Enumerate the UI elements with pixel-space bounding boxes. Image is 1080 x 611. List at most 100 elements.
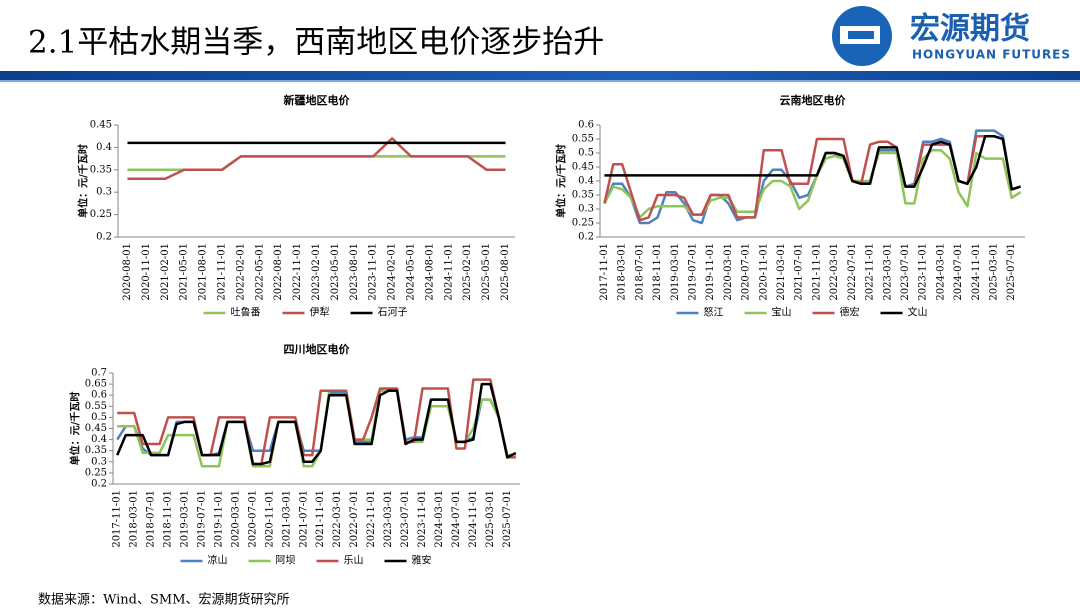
series-line xyxy=(127,137,506,181)
x-tick-label: 2022-02-01 xyxy=(235,243,246,301)
y-tick-label: 0.45 xyxy=(90,120,112,131)
legend-label: 伊犁 xyxy=(310,306,330,319)
x-tick-label: 2024-11-01 xyxy=(468,490,479,548)
x-tick-label: 2020-11-01 xyxy=(758,243,769,301)
x-tick-label: 2025-03-01 xyxy=(485,490,496,548)
x-tick-label: 2021-11-01 xyxy=(216,243,227,301)
x-tick-label: 2024-11-01 xyxy=(971,243,982,301)
y-tick-label: 0.3 xyxy=(578,204,594,215)
y-tick-label: 0.2 xyxy=(96,232,112,243)
legend-label: 乐山 xyxy=(344,555,364,567)
x-tick-label: 2019-03-01 xyxy=(180,490,191,548)
legend-label: 石河子 xyxy=(378,307,408,319)
x-tick-label: 2021-05-01 xyxy=(179,243,190,301)
y-tick-label: 0.45 xyxy=(572,162,594,173)
legend-label: 吐鲁番 xyxy=(231,306,261,319)
x-tick-label: 2024-02-01 xyxy=(387,243,398,301)
legend-label: 文山 xyxy=(908,306,928,319)
x-tick-label: 2022-05-01 xyxy=(254,243,265,301)
y-tick-label: 0.5 xyxy=(578,148,594,159)
legend-label: 凉山 xyxy=(208,554,228,567)
x-tick-label: 2021-11-01 xyxy=(315,490,326,548)
y-tick-label: 0.4 xyxy=(96,142,112,153)
x-tick-label: 2019-07-01 xyxy=(197,490,208,548)
x-tick-label: 2018-07-01 xyxy=(634,243,645,301)
x-tick-label: 2021-11-01 xyxy=(811,243,822,301)
chart-title: 新疆地区电价 xyxy=(284,93,351,107)
y-tick-label: 0.7 xyxy=(91,368,107,379)
x-tick-label: 2019-11-01 xyxy=(705,243,716,301)
series-line xyxy=(603,148,1022,219)
series-line xyxy=(117,378,516,466)
x-tick-label: 2024-03-01 xyxy=(434,490,445,548)
x-tick-label: 2024-03-01 xyxy=(935,243,946,301)
legend-label: 宝山 xyxy=(772,306,792,319)
x-tick-label: 2024-08-01 xyxy=(424,243,435,301)
x-tick-label: 2020-08-01 xyxy=(122,243,133,301)
x-tick-label: 2025-07-01 xyxy=(502,490,513,548)
y-tick-label: 0.55 xyxy=(572,134,594,145)
x-tick-label: 2021-03-01 xyxy=(776,243,787,301)
x-tick-label: 2021-07-01 xyxy=(298,490,309,548)
x-tick-label: 2024-05-01 xyxy=(406,243,417,301)
series-line xyxy=(127,155,506,172)
x-tick-label: 2023-03-01 xyxy=(383,490,394,548)
x-tick-label: 2022-11-01 xyxy=(366,490,377,548)
y-tick-label: 0.25 xyxy=(90,209,112,220)
x-tick-label: 2020-03-01 xyxy=(230,490,241,548)
header-band-line xyxy=(0,80,1080,82)
x-tick-label: 2025-07-01 xyxy=(1006,243,1017,301)
y-axis-label: 单位：元/千瓦时 xyxy=(77,144,90,218)
y-tick-label: 0.35 xyxy=(90,164,112,175)
y-tick-label: 0.6 xyxy=(91,390,107,401)
logo-icon-mark xyxy=(848,31,874,39)
x-tick-label: 2020-11-01 xyxy=(264,490,275,548)
x-tick-label: 2022-07-01 xyxy=(349,490,360,548)
chart-title: 四川地区电价 xyxy=(284,342,351,356)
x-tick-label: 2025-03-01 xyxy=(989,243,1000,301)
logo-en: HONGYUAN FUTURES xyxy=(912,48,1070,62)
x-tick-label: 2023-02-01 xyxy=(311,243,322,301)
x-tick-label: 2018-07-01 xyxy=(146,490,157,548)
x-tick-label: 2020-07-01 xyxy=(247,490,258,548)
x-tick-label: 2021-02-01 xyxy=(160,243,171,301)
x-tick-label: 2019-11-01 xyxy=(213,490,224,548)
y-tick-label: 0.25 xyxy=(572,218,594,229)
x-tick-label: 2025-08-01 xyxy=(500,243,511,301)
x-tick-label: 2023-07-01 xyxy=(400,490,411,548)
x-tick-label: 2019-07-01 xyxy=(687,243,698,301)
x-tick-label: 2021-08-01 xyxy=(198,243,209,301)
source-note: 数据来源：Wind、SMM、宏源期货研究所 xyxy=(38,592,290,608)
legend-label: 怒江 xyxy=(704,306,724,319)
series-line xyxy=(604,134,1021,191)
x-tick-label: 2018-03-01 xyxy=(129,490,140,548)
legend-label: 阿坝 xyxy=(276,555,296,567)
x-tick-label: 2020-11-01 xyxy=(141,243,152,301)
y-axis-label: 单位：元/千瓦时 xyxy=(69,392,82,466)
x-tick-label: 2020-03-01 xyxy=(723,243,734,301)
x-tick-label: 2017-11-01 xyxy=(599,243,610,301)
chart: 0.2 0.25 0.3 0.35 0.4 0.45 2020-08-01 2020-11-0… xyxy=(77,93,515,319)
logo-cn: 宏源期货 xyxy=(910,12,1030,47)
x-tick-label: 2018-11-01 xyxy=(652,243,663,301)
y-tick-label: 0.35 xyxy=(85,445,107,456)
y-tick-label: 0.2 xyxy=(91,479,107,490)
slide-title: 2.1平枯水期当季，西南地区电价逐步抬升 xyxy=(28,25,604,61)
x-tick-label: 2018-03-01 xyxy=(617,243,628,301)
chart: 0.20.250.30.350.40.450.50.550.60.650.7 20… xyxy=(69,342,520,567)
x-tick-label: 2022-11-01 xyxy=(865,243,876,301)
x-tick-label: 2025-05-01 xyxy=(481,243,492,301)
header-band xyxy=(0,71,1080,80)
y-tick-label: 0.45 xyxy=(85,423,107,434)
x-tick-label: 2017-11-01 xyxy=(112,490,123,548)
legend-label: 德宏 xyxy=(840,306,860,319)
y-tick-label: 0.3 xyxy=(91,456,107,467)
x-tick-label: 2021-07-01 xyxy=(794,243,805,301)
x-tick-label: 2023-05-01 xyxy=(330,243,341,301)
series-line xyxy=(116,382,517,466)
logo: 宏源期货 HONGYUAN FUTURES xyxy=(832,6,1070,66)
x-tick-label: 2022-03-01 xyxy=(829,243,840,301)
chart: 0.2 0.25 0.3 0.35 0.4 0.45 0.5 0.55 0.6 2017-11-0… xyxy=(555,93,1025,319)
